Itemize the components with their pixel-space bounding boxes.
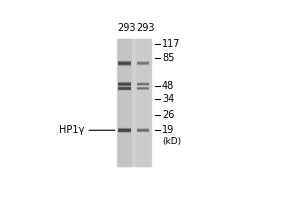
Text: 34: 34 (162, 94, 174, 104)
Text: 48: 48 (162, 81, 174, 91)
Bar (136, 39, 150, 166)
Bar (116, 39, 151, 166)
Text: 85: 85 (162, 53, 174, 63)
Text: (kD): (kD) (162, 137, 181, 146)
Text: HP1γ: HP1γ (58, 125, 84, 135)
Text: 117: 117 (162, 39, 180, 49)
Bar (118, 39, 131, 166)
Text: 293: 293 (136, 23, 155, 33)
Text: 293: 293 (118, 23, 136, 33)
Text: 19: 19 (162, 125, 174, 135)
Text: 26: 26 (162, 110, 174, 120)
